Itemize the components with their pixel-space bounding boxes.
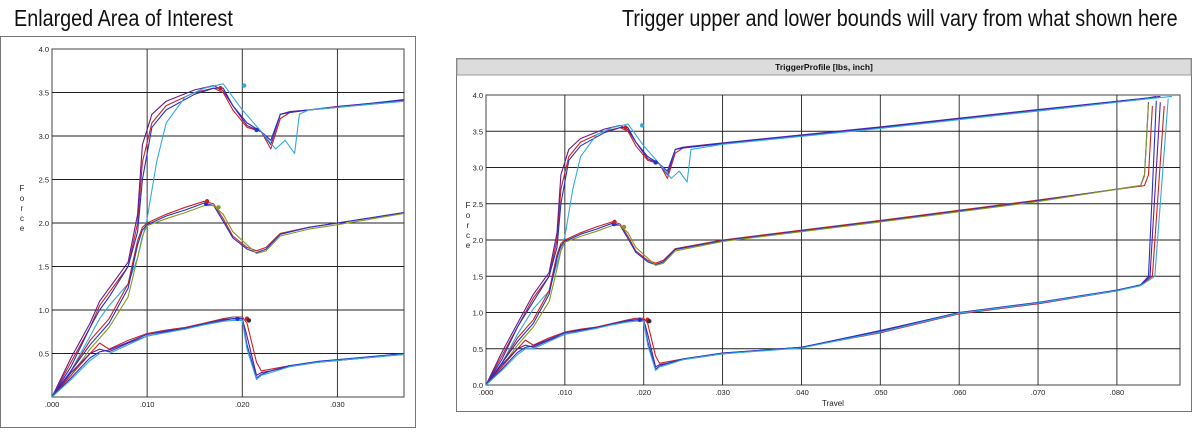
peak-marker	[612, 219, 617, 225]
series-line-2	[486, 95, 1161, 385]
y-tick-label: 0.5	[39, 350, 49, 359]
peak-marker	[216, 205, 221, 210]
peak-marker	[246, 318, 252, 323]
peak-marker	[218, 85, 223, 91]
series-lines	[52, 83, 404, 397]
y-tick-label: 3.5	[473, 127, 483, 136]
x-tick-label: .080	[1110, 388, 1125, 397]
y-axis-label: Force	[464, 201, 473, 251]
series-line-10	[486, 98, 1169, 385]
x-tick-label: .050	[873, 388, 888, 397]
x-tick-label: .010	[140, 400, 155, 409]
peak-marker	[653, 160, 658, 165]
y-tick-label: 4.0	[473, 91, 483, 100]
series-line-0	[52, 87, 404, 397]
x-tick-label: .020	[235, 400, 250, 409]
x-tick-label: .030	[330, 400, 345, 409]
peak-marker	[241, 83, 247, 88]
y-tick-label: 0.0	[473, 381, 483, 390]
series-line-6	[52, 205, 404, 397]
x-tick-label: .000	[45, 400, 60, 409]
x-tick-label: .020	[636, 388, 651, 397]
peak-marker	[254, 127, 259, 133]
chart-title-bar	[456, 58, 1192, 76]
x-axis-label: Travel	[822, 399, 844, 408]
series-line-5	[486, 102, 1150, 385]
x-tick-label: .060	[952, 388, 967, 397]
caption-right: Trigger upper and lower bounds will vary…	[622, 5, 1178, 31]
y-tick-label: 1.5	[473, 272, 483, 281]
series-line-1	[486, 95, 1157, 385]
y-tick-label: 2.5	[39, 176, 49, 185]
series-line-10	[52, 319, 404, 397]
peak-marker	[647, 319, 652, 324]
series-line-6	[486, 103, 1150, 385]
series-line-9	[486, 100, 1157, 385]
caption-left: Enlarged Area of Interest	[14, 5, 233, 31]
peak-marker	[621, 224, 627, 230]
x-tick-label: .010	[558, 388, 573, 397]
y-tick-label: 1.0	[473, 309, 483, 318]
series-line-7	[486, 105, 1165, 385]
series-line-3	[486, 95, 1173, 385]
x-tick-label: .030	[715, 388, 730, 397]
series-line-2	[52, 87, 404, 397]
x-tick-label: .040	[794, 388, 809, 397]
series-line-4	[486, 105, 1153, 385]
y-tick-label: 1.0	[39, 306, 49, 315]
y-tick-label: 2.0	[473, 236, 483, 245]
series-line-3	[52, 83, 404, 397]
series-line-4	[52, 200, 404, 397]
y-tick-label: 2.5	[473, 200, 483, 209]
y-tick-label: 3.0	[39, 132, 49, 141]
enlarged-force-chart: .000 .010 .020 .030 0.5 1.0 1.5 2.0 2.5 3.0 3.5 4.0…	[0, 36, 416, 428]
series-lines	[486, 95, 1173, 385]
peak-marker	[623, 125, 628, 130]
y-axis-label: Force	[18, 184, 27, 234]
y-tick-label: 1.5	[39, 263, 49, 272]
trigger-profile-chart: TriggerProfile [lbs, inch] .000 .010 .020 .0…	[456, 58, 1192, 412]
x-tick-label: .000	[479, 388, 494, 397]
peak-marker	[235, 316, 240, 321]
peak-marker	[204, 199, 210, 204]
y-tick-label: 2.0	[39, 219, 49, 228]
y-tick-label: 3.0	[473, 164, 483, 173]
y-tick-label: 3.5	[39, 89, 49, 98]
peak-marker	[639, 123, 645, 128]
x-tick-label: .070	[1031, 388, 1046, 397]
y-tick-label: 4.0	[39, 45, 49, 54]
y-tick-label: 0.5	[473, 345, 483, 354]
chart-title: TriggerProfile [lbs, inch]	[775, 62, 873, 72]
series-line-9	[52, 318, 404, 397]
peak-marker	[637, 317, 642, 322]
